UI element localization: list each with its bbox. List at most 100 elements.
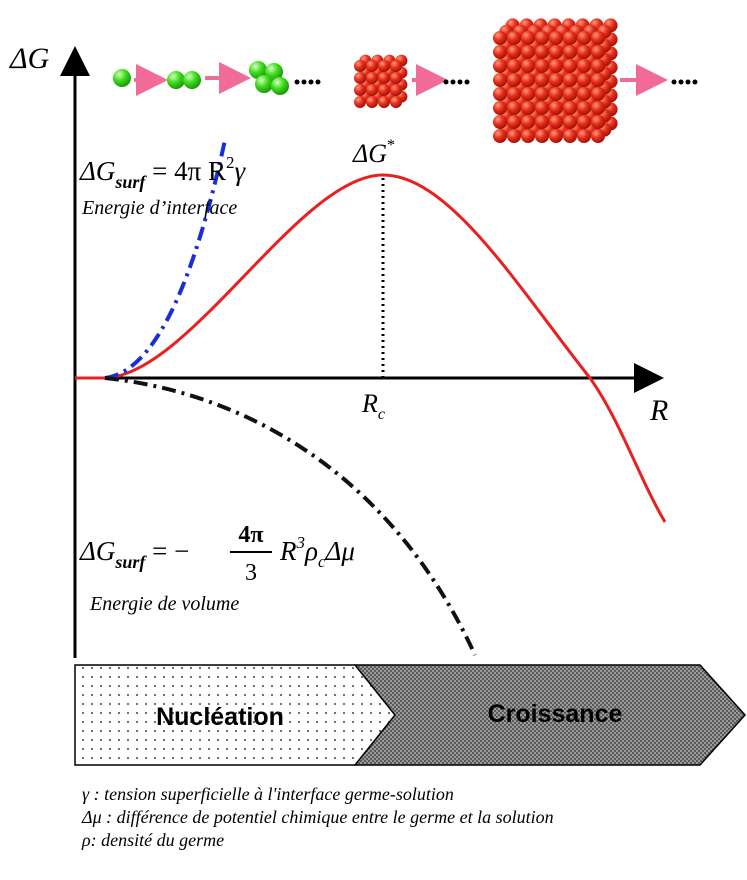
x-axis-label: R <box>649 394 668 427</box>
sphere <box>535 115 549 129</box>
total-energy-curve <box>75 175 665 522</box>
label: R <box>361 389 378 418</box>
sphere <box>563 73 577 87</box>
sphere <box>167 71 185 89</box>
sphere <box>549 45 563 59</box>
label: ΔG <box>79 156 115 186</box>
sphere <box>507 101 521 115</box>
sphere <box>366 96 378 108</box>
sphere <box>535 45 549 59</box>
sphere <box>563 87 577 101</box>
sphere <box>563 115 577 129</box>
sphere <box>507 73 521 87</box>
sphere <box>183 71 201 89</box>
fraction-denominator: 3 <box>245 560 257 586</box>
sphere <box>366 72 378 84</box>
label: = 4π R <box>145 156 226 186</box>
sphere <box>535 129 549 143</box>
sphere <box>549 101 563 115</box>
volume-caption: Energie de volume <box>89 593 239 615</box>
dot <box>672 80 677 85</box>
dot <box>465 80 470 85</box>
label: 2 <box>226 153 235 172</box>
sphere <box>563 101 577 115</box>
sphere <box>493 31 507 45</box>
sphere <box>591 59 605 73</box>
sphere <box>549 31 563 45</box>
sphere <box>577 59 591 73</box>
sphere <box>378 84 390 96</box>
sphere <box>390 96 402 108</box>
label: 3 <box>296 533 306 552</box>
sphere <box>535 101 549 115</box>
note: γ : tension superficielle à l'interface … <box>82 784 454 804</box>
label: c <box>378 406 385 423</box>
sphere <box>493 115 507 129</box>
sphere <box>354 72 366 84</box>
label: ρ <box>304 536 318 566</box>
sphere <box>535 59 549 73</box>
dot <box>693 80 698 85</box>
stage-label: Nucléation <box>156 703 284 731</box>
sphere <box>255 75 273 93</box>
sphere <box>378 60 390 72</box>
sphere <box>113 69 131 87</box>
sphere <box>507 87 521 101</box>
sphere <box>577 101 591 115</box>
volume-formula: ΔGsurf = − <box>79 536 189 572</box>
sphere <box>521 129 535 143</box>
sphere <box>521 59 535 73</box>
sphere <box>577 45 591 59</box>
surface-caption: Energie d’interface <box>81 197 237 219</box>
sphere <box>354 84 366 96</box>
sphere <box>549 59 563 73</box>
sphere <box>366 60 378 72</box>
sphere <box>563 45 577 59</box>
sphere <box>507 115 521 129</box>
note: Δμ : différence de potentiel chimique en… <box>81 807 554 827</box>
dot <box>309 80 314 85</box>
sphere <box>591 101 605 115</box>
diagram: ΔG R Rc ΔG * ΔGsurf = 4π R2γ Energie d’in… <box>0 0 747 880</box>
sphere <box>577 115 591 129</box>
sphere <box>577 129 591 143</box>
dot <box>302 80 307 85</box>
sphere <box>549 73 563 87</box>
sphere <box>493 45 507 59</box>
surface-formula: ΔGsurf = 4π R2γ <box>79 153 247 192</box>
label: surf <box>114 172 147 192</box>
dot <box>451 80 456 85</box>
sphere <box>521 45 535 59</box>
sphere <box>591 31 605 45</box>
y-axis-label: ΔG <box>9 42 50 75</box>
sphere <box>521 73 535 87</box>
sphere <box>507 45 521 59</box>
sphere <box>507 129 521 143</box>
sphere <box>507 59 521 73</box>
sphere <box>493 101 507 115</box>
label: = − <box>145 536 189 566</box>
sphere <box>507 31 521 45</box>
sphere <box>390 84 402 96</box>
sphere <box>493 73 507 87</box>
sphere <box>591 115 605 129</box>
sphere <box>549 115 563 129</box>
sphere <box>354 60 366 72</box>
label: R <box>279 536 297 566</box>
sphere <box>577 73 591 87</box>
note: ρ: densité du germe <box>81 830 224 850</box>
sphere <box>521 87 535 101</box>
sphere <box>535 31 549 45</box>
sphere <box>591 73 605 87</box>
sphere <box>521 101 535 115</box>
sphere <box>493 87 507 101</box>
dot <box>444 80 449 85</box>
label: Δμ <box>325 536 355 566</box>
sphere <box>549 129 563 143</box>
sphere <box>366 84 378 96</box>
sphere <box>577 31 591 45</box>
sphere <box>535 73 549 87</box>
sphere <box>378 72 390 84</box>
label: * <box>387 137 395 154</box>
dot <box>316 80 321 85</box>
